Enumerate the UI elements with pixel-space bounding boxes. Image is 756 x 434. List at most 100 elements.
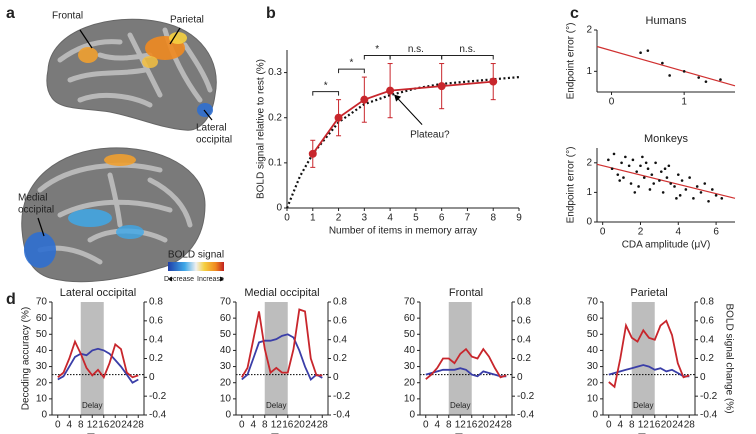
y2-tick-label: -0.2 <box>333 391 351 402</box>
y-tick-label: 30 <box>36 361 48 372</box>
scatter-point <box>639 164 642 168</box>
y-tick-label: 20 <box>404 377 416 388</box>
brain-label: Parietal <box>170 15 204 26</box>
x-tick-label: 5 <box>413 213 419 224</box>
x-tick-label: 8 <box>78 420 84 431</box>
series-line <box>57 347 139 384</box>
y2-tick-label: 0 <box>333 372 339 383</box>
y2-tick-label: -0.2 <box>517 391 535 402</box>
scatter-point <box>659 170 663 173</box>
y-tick-label: 30 <box>220 361 232 372</box>
x-tick-label: 28 <box>684 420 696 431</box>
scatter-point <box>675 197 678 200</box>
y2-tick-label: 0.6 <box>700 315 714 326</box>
y-axis-label: Endpoint error (°) <box>566 147 577 224</box>
brain-label: occipital <box>18 205 54 216</box>
scatter-point <box>652 182 656 185</box>
x-tick-label: 12 <box>638 420 650 431</box>
scatter-point <box>663 167 667 171</box>
y-tick-label: 60 <box>220 313 232 324</box>
y-tick-label: 2 <box>586 157 592 168</box>
x-tick-label: 8 <box>490 213 496 224</box>
x-axis-label: Number of items in memory array <box>329 226 477 237</box>
scatter-point <box>665 176 669 179</box>
y2-tick-label: 0 <box>700 372 706 383</box>
chart-title: Medial occipital <box>244 287 319 299</box>
annotation: Plateau? <box>410 129 450 140</box>
scatter-point <box>673 185 676 188</box>
scatter-point <box>627 164 631 168</box>
x-tick-label: 24 <box>489 420 501 431</box>
y2-tick-label: 0.4 <box>517 334 531 345</box>
y-tick-label: 40 <box>220 345 232 356</box>
y-tick-label: 10 <box>36 393 48 404</box>
comparison-bracket <box>338 68 365 74</box>
scatter-point <box>682 70 686 73</box>
x-tick-label: 3 <box>362 213 368 224</box>
delay-label: Delay <box>82 401 102 410</box>
comparison-label: n.s. <box>408 44 424 55</box>
comparison-bracket <box>389 55 443 60</box>
scatter-point <box>688 176 691 179</box>
x-tick-label: 12 <box>271 420 283 431</box>
scatter-point <box>646 49 650 52</box>
scatter-point <box>658 179 661 182</box>
y-axis-label: Endpoint error (°) <box>566 23 577 100</box>
x-tick-label: 1 <box>310 213 316 224</box>
x-tick-label: 9 <box>516 213 522 224</box>
scatter-point <box>646 167 650 171</box>
y2-tick-label: -0.4 <box>517 410 535 421</box>
scatter-point <box>661 61 664 65</box>
x-tick-label: 4 <box>387 213 393 224</box>
scatter-point <box>654 161 657 165</box>
fit-line <box>285 76 520 209</box>
scatter-point <box>610 167 614 171</box>
x-axis-label: Time <box>455 433 477 434</box>
series-line <box>57 339 139 380</box>
scatter-point <box>720 197 724 200</box>
x-tick-label: 16 <box>466 420 478 431</box>
comparison-bracket <box>312 91 340 96</box>
y-tick-label: 10 <box>404 393 416 404</box>
scatter-point <box>661 191 665 194</box>
y-tick-label: 0 <box>276 203 282 214</box>
series-line <box>425 367 507 378</box>
scatter-point <box>637 185 640 188</box>
y-tick-label: 20 <box>36 377 48 388</box>
colorbar-left: Decrease <box>164 276 194 283</box>
brain-label: Lateral <box>196 123 227 134</box>
x-tick-label: 6 <box>439 213 445 224</box>
y-tick-label: 20 <box>220 377 232 388</box>
y-tick-label: 30 <box>587 361 599 372</box>
y-tick-label: 0.3 <box>268 67 282 78</box>
chart-title: Frontal <box>449 287 483 299</box>
scatter-point <box>648 188 652 191</box>
x-tick-label: 20 <box>661 420 673 431</box>
x-tick-label: 20 <box>478 420 490 431</box>
y2-tick-label: 0.6 <box>149 315 163 326</box>
y-tick-label: 50 <box>587 329 599 340</box>
chart-title: Lateral occipital <box>60 287 136 299</box>
fit-line <box>596 45 736 87</box>
x-tick-label: 8 <box>262 420 268 431</box>
series-line <box>241 308 323 378</box>
comparison-bracket <box>441 55 494 60</box>
x-tick-label: 0 <box>600 227 606 238</box>
x-tick-label: 8 <box>446 420 452 431</box>
scatter-point <box>641 155 644 159</box>
scatter-point <box>629 182 633 185</box>
x-tick-label: 4 <box>66 420 72 431</box>
y-tick-label: 50 <box>220 329 232 340</box>
x-tick-label: 24 <box>305 420 317 431</box>
scatter-point <box>711 188 714 191</box>
x-tick-label: 16 <box>649 420 661 431</box>
x-tick-label: 24 <box>121 420 133 431</box>
scatter-point <box>684 188 688 191</box>
scatter-point <box>699 191 703 194</box>
series-line <box>608 364 690 378</box>
y2-tick-label: 0.6 <box>333 315 347 326</box>
x-tick-label: 0 <box>239 420 245 431</box>
delay-shade <box>80 302 104 415</box>
scatter-point <box>616 173 620 176</box>
